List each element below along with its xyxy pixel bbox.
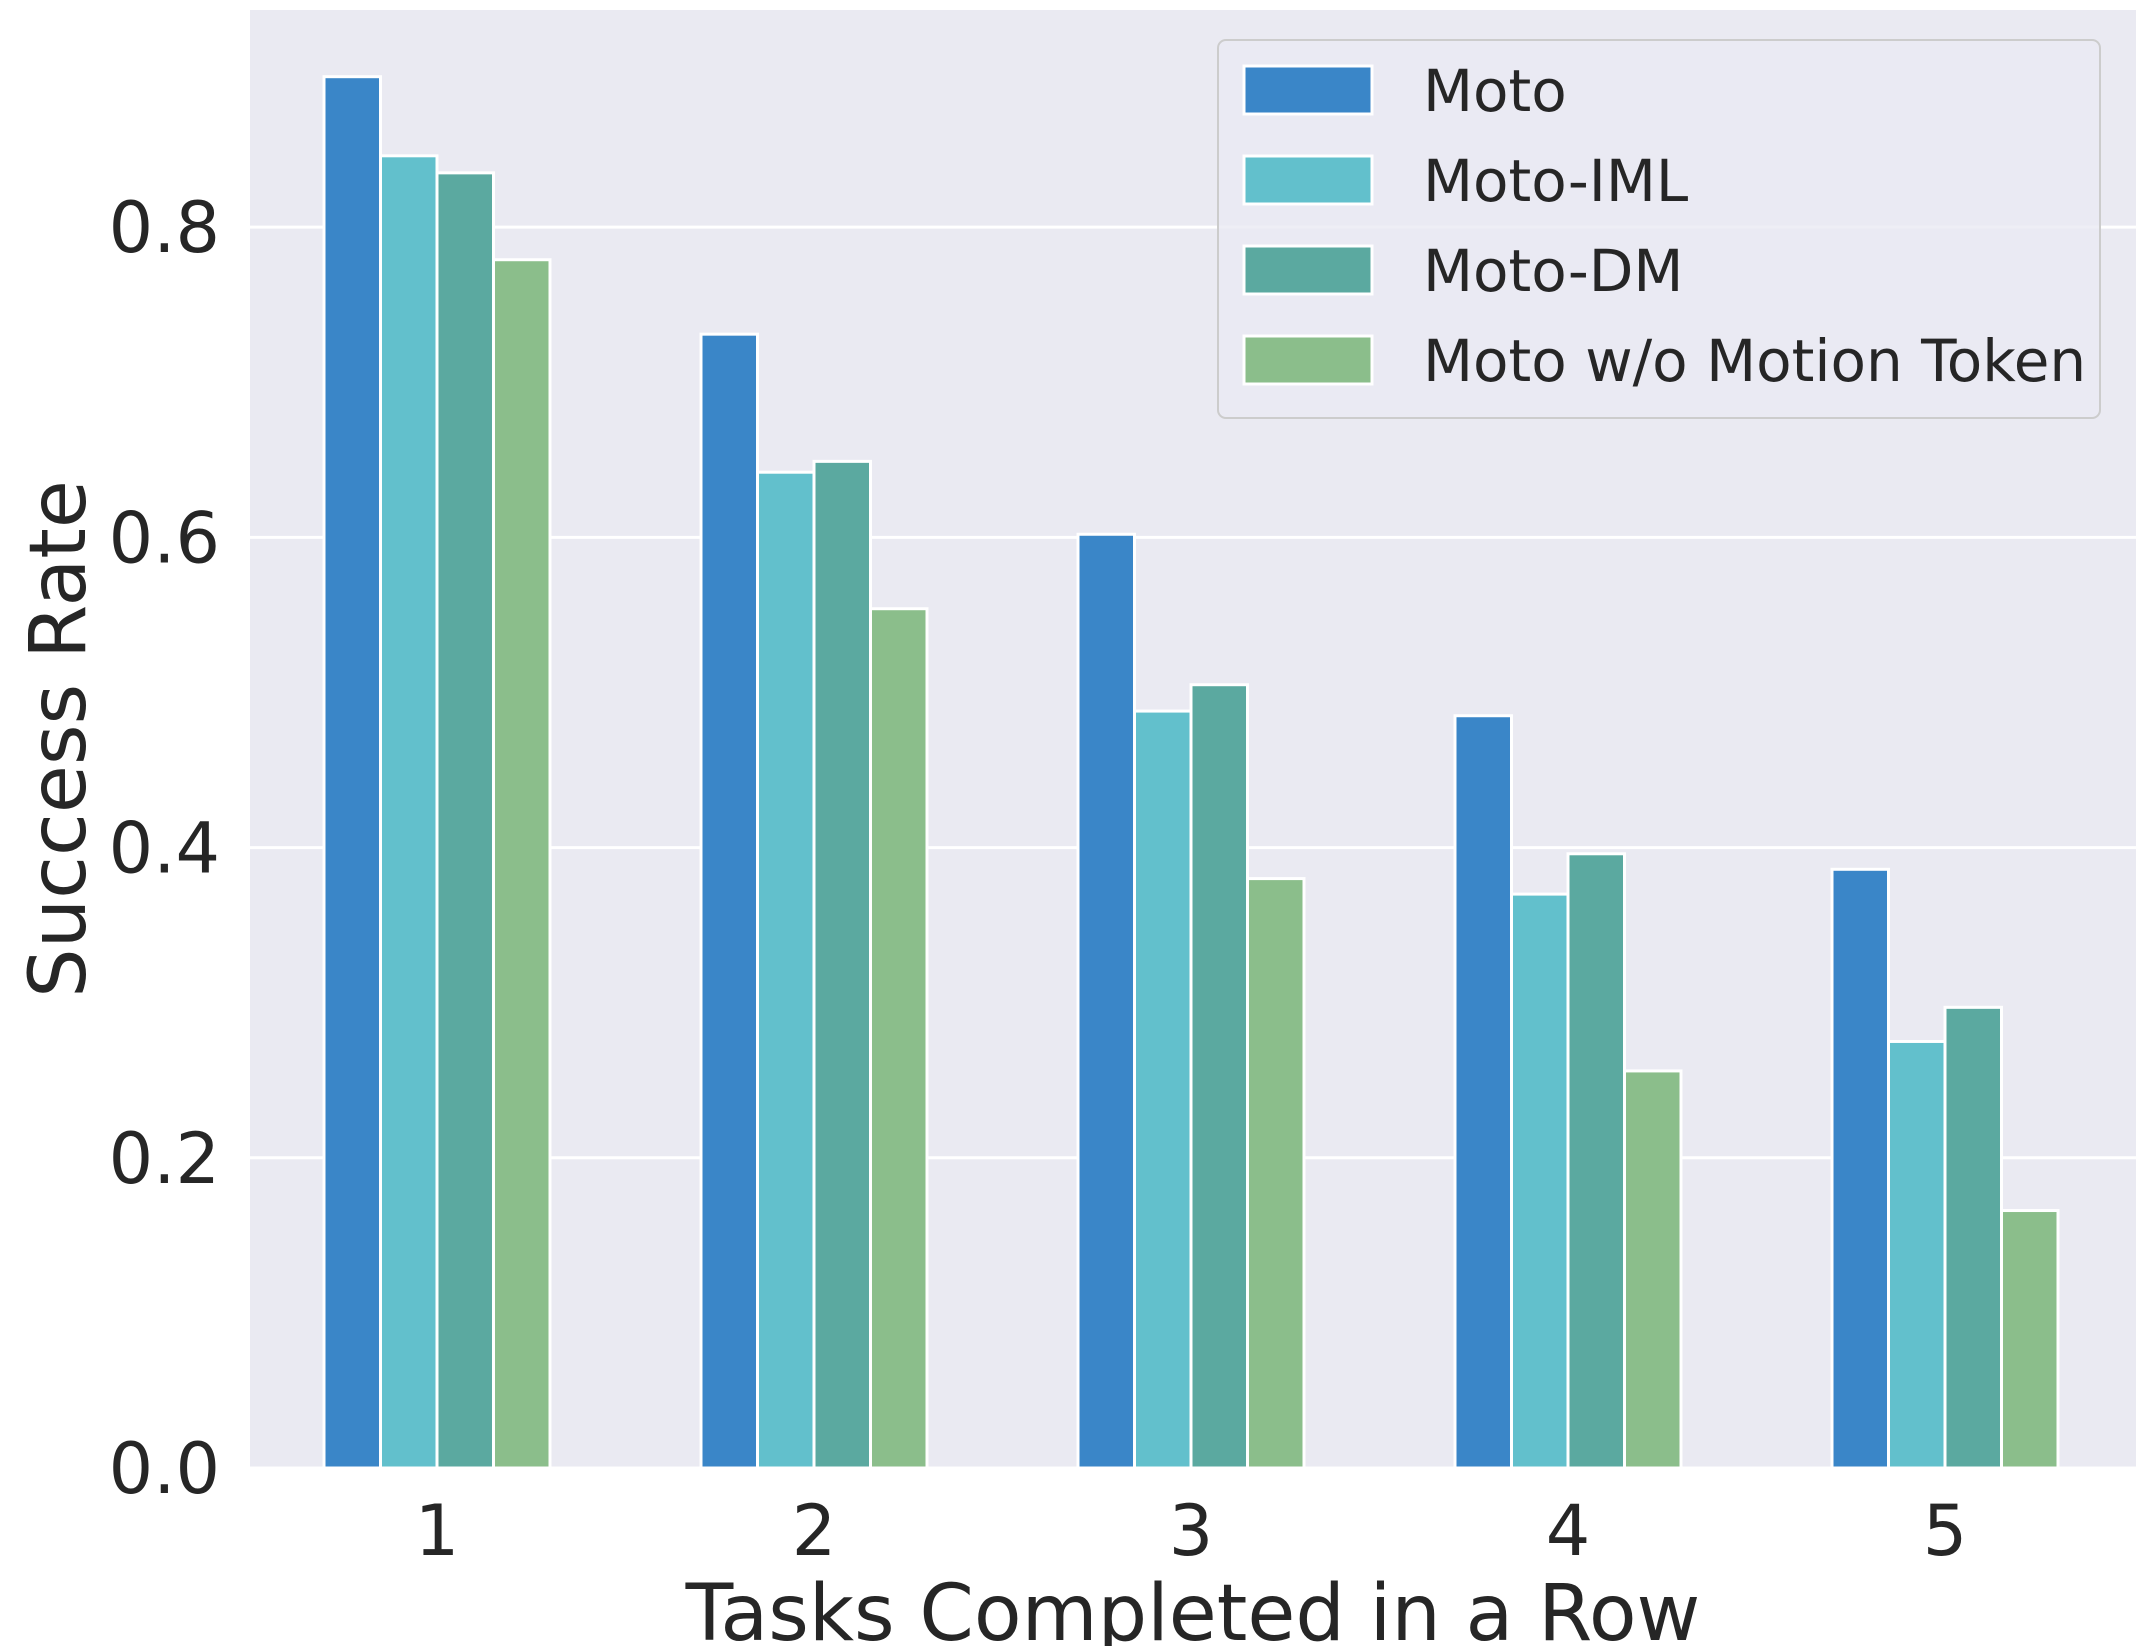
bar: [1453, 714, 1513, 1470]
bar: [756, 470, 816, 1470]
legend-swatch: [1242, 334, 1374, 386]
x-tick-label: 1: [415, 1490, 460, 1572]
bar: [1076, 532, 1136, 1470]
bar: [1246, 877, 1306, 1470]
bar: [1943, 1005, 2003, 1470]
y-tick-label: 0.6: [109, 497, 220, 579]
legend-label: Moto-DM: [1423, 237, 1683, 305]
legend-swatch: [1242, 64, 1374, 116]
x-tick-label: 5: [1923, 1490, 1968, 1572]
bar: [1189, 683, 1249, 1470]
legend-label: Moto: [1423, 57, 1567, 125]
bar: [699, 332, 759, 1470]
x-axis-label: Tasks Completed in a Row: [685, 1569, 1701, 1646]
bar: [435, 171, 495, 1470]
bar: [1623, 1069, 1683, 1470]
legend-label: Moto-IML: [1423, 147, 1688, 215]
y-tick-label: 0.0: [109, 1428, 220, 1510]
bar: [2000, 1209, 2060, 1470]
bar: [1133, 709, 1193, 1470]
bar: [812, 459, 872, 1470]
y-tick-label: 0.2: [109, 1118, 220, 1200]
y-axis-ticks: 0.0 0.2 0.4 0.6 0.8: [109, 187, 220, 1510]
legend: Moto Moto-IML Moto-DM Moto w/o Motion Token: [1217, 39, 2101, 419]
y-tick-label: 0.4: [109, 808, 220, 890]
bar: [322, 75, 382, 1470]
x-tick-label: 2: [792, 1490, 837, 1572]
y-axis-label: Success Rate: [14, 480, 104, 998]
bar: [1566, 852, 1626, 1470]
legend-swatch: [1242, 154, 1374, 206]
bar: [1887, 1039, 1947, 1470]
bars: [322, 75, 2060, 1470]
x-axis-ticks: 1 2 3 4 5: [415, 1490, 1968, 1572]
legend-box: [1217, 39, 2101, 419]
bar: [379, 154, 439, 1470]
bar: [1830, 867, 1890, 1470]
bar: [869, 607, 929, 1470]
y-tick-label: 0.8: [109, 187, 220, 269]
legend-label: Moto w/o Motion Token: [1423, 327, 2086, 395]
x-tick-label: 4: [1546, 1490, 1591, 1572]
legend-swatch: [1242, 244, 1374, 296]
bar: [1510, 892, 1570, 1470]
bar: [492, 258, 552, 1470]
x-tick-label: 3: [1169, 1490, 1214, 1572]
